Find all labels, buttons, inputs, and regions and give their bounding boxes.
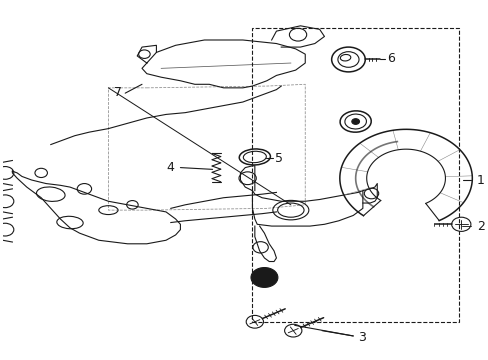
Text: 5: 5 [275, 152, 283, 165]
Circle shape [351, 119, 359, 124]
Text: 6: 6 [386, 52, 394, 65]
Text: 7: 7 [114, 86, 122, 99]
Text: 2: 2 [476, 220, 484, 233]
Text: 1: 1 [476, 174, 484, 186]
Circle shape [250, 267, 277, 287]
Bar [252, 28, 458, 322]
Text: 3: 3 [357, 331, 365, 344]
Text: 4: 4 [166, 161, 174, 174]
